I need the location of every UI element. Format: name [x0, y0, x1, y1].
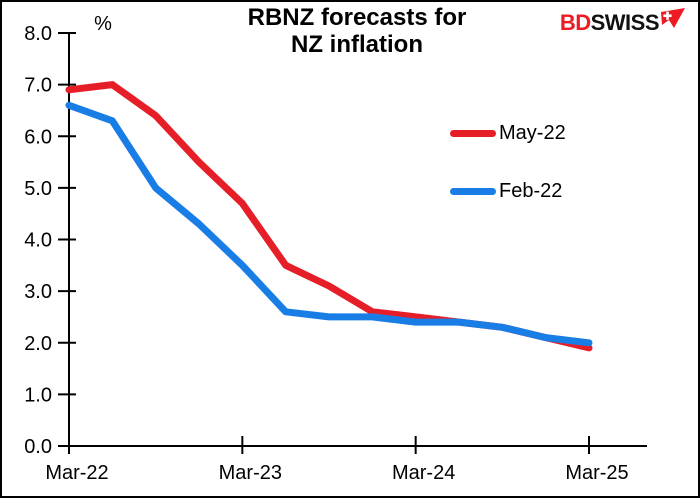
svg-text:8.0: 8.0	[24, 23, 52, 45]
legend-item-may22: May-22	[450, 122, 566, 144]
swiss-arrow-icon	[660, 8, 686, 34]
y-axis-unit-label: %	[94, 13, 112, 35]
svg-text:1.0: 1.0	[24, 384, 52, 406]
chart-title: RBNZ forecasts for NZ inflation	[247, 4, 467, 58]
logo-text-bd: BD	[559, 10, 591, 35]
legend-swatch-may22	[450, 129, 496, 137]
svg-text:Mar-23: Mar-23	[219, 462, 282, 484]
legend-label-feb22: Feb-22	[499, 179, 563, 202]
logo-text-swiss: SWISS	[590, 10, 660, 35]
svg-text:0.0: 0.0	[24, 436, 52, 458]
legend-label-may22: May-22	[499, 121, 566, 144]
legend-item-feb22: Feb-22	[450, 180, 562, 202]
legend-swatch-feb22	[450, 187, 496, 195]
svg-text:Mar-22: Mar-22	[45, 462, 108, 484]
brand-logo: BD SWISS	[559, 8, 686, 35]
svg-text:7.0: 7.0	[24, 75, 52, 97]
svg-text:Mar-25: Mar-25	[565, 462, 628, 484]
svg-text:6.0: 6.0	[24, 126, 52, 148]
svg-text:4.0: 4.0	[24, 230, 52, 252]
svg-text:5.0: 5.0	[24, 178, 52, 200]
svg-text:3.0: 3.0	[24, 281, 52, 303]
svg-text:Mar-24: Mar-24	[392, 462, 455, 484]
svg-text:2.0: 2.0	[24, 333, 52, 355]
